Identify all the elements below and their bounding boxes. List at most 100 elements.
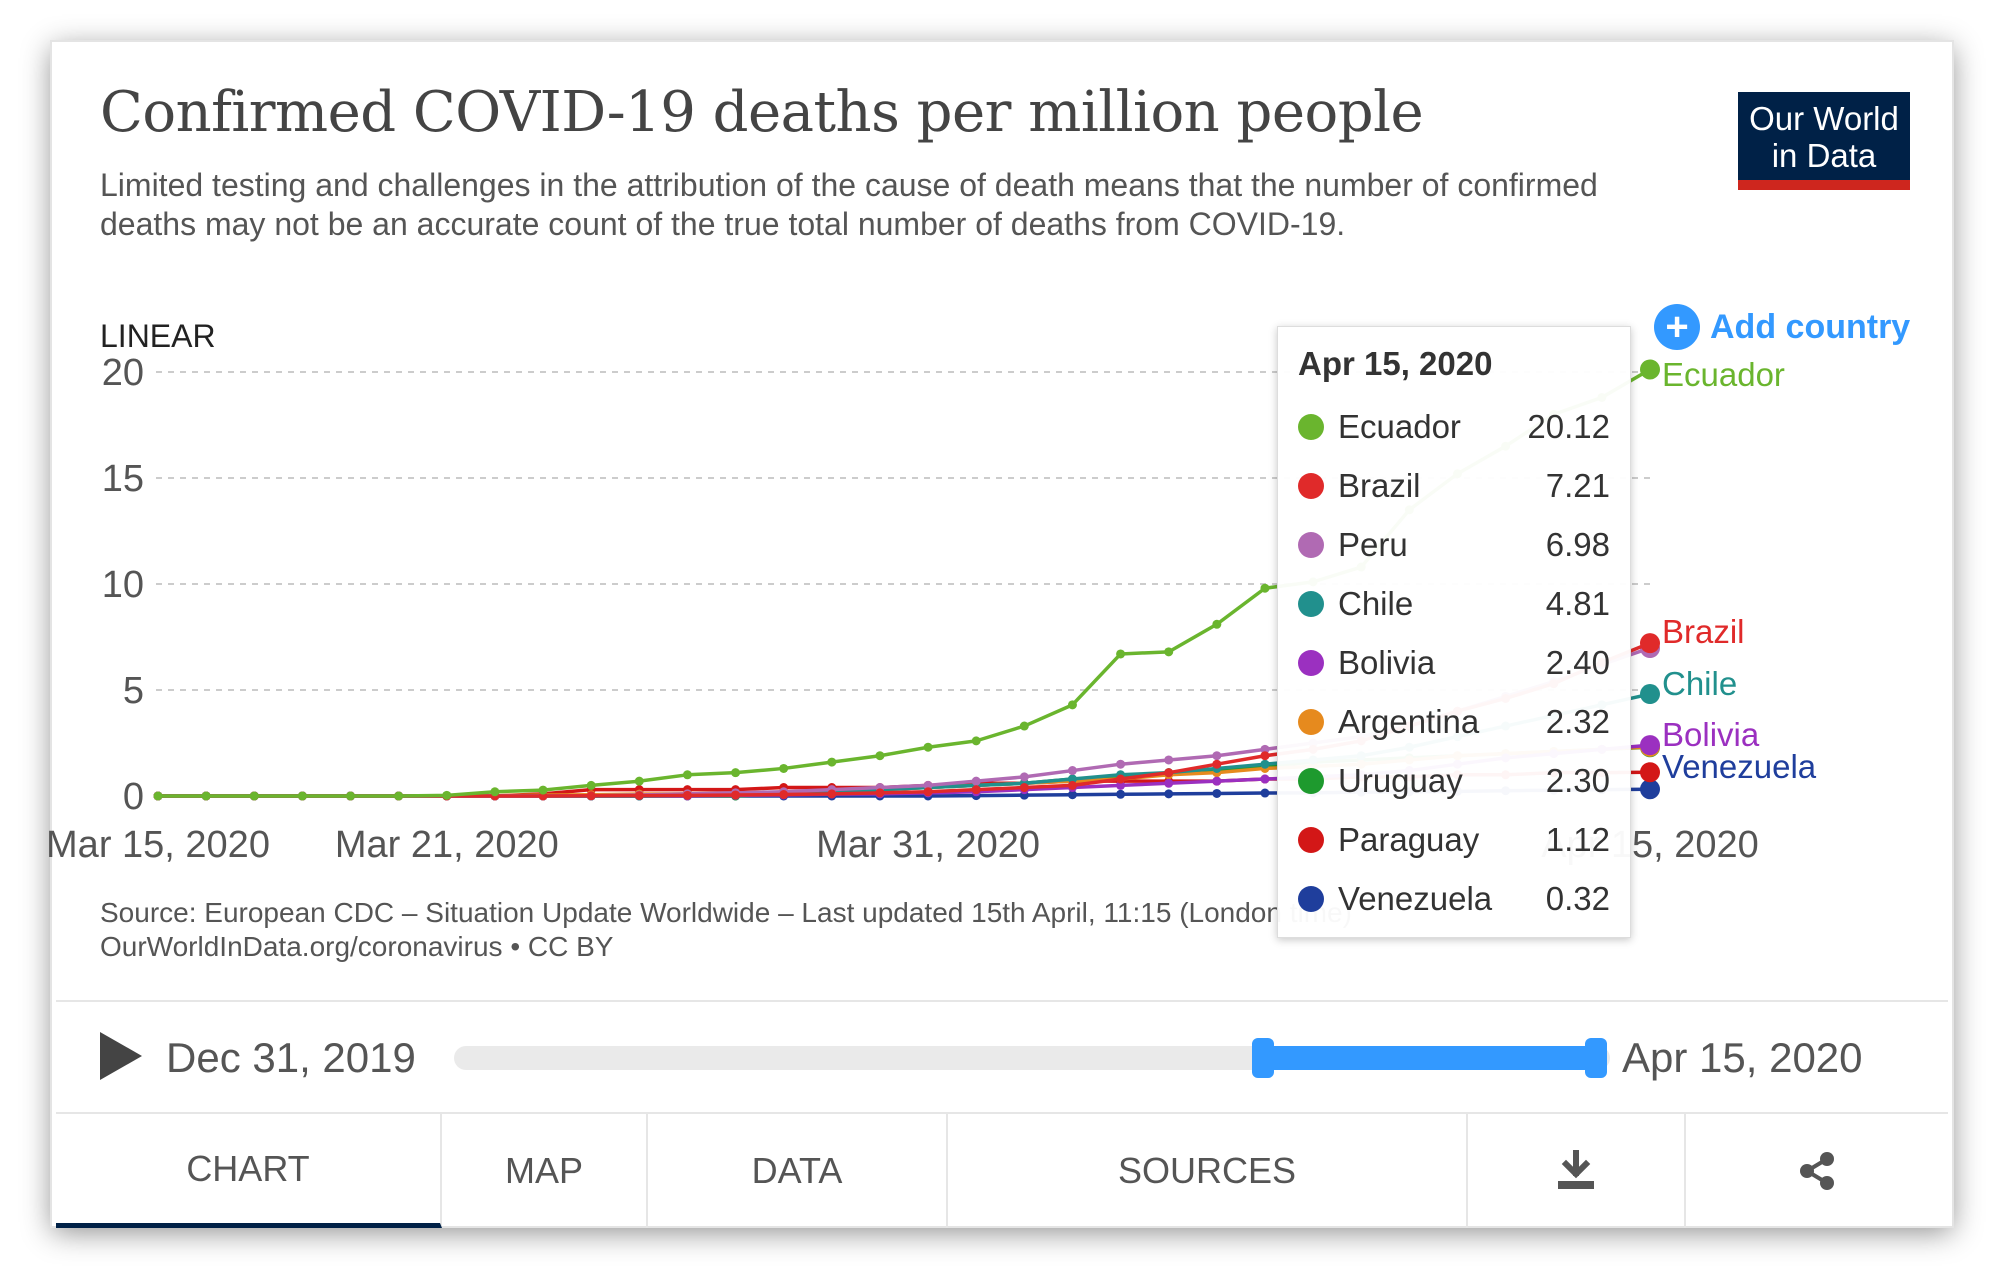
data-point[interactable] [1164, 778, 1174, 788]
data-point[interactable] [1019, 721, 1029, 731]
data-point[interactable] [201, 791, 211, 801]
data-point[interactable] [1116, 759, 1126, 769]
data-point[interactable] [971, 736, 981, 746]
tooltip-country: Brazil [1338, 466, 1421, 504]
data-point[interactable] [1164, 789, 1174, 799]
data-point[interactable] [1260, 751, 1270, 761]
tab-share[interactable] [1686, 1114, 1948, 1228]
data-point[interactable] [394, 791, 404, 801]
data-point[interactable] [731, 768, 741, 778]
data-point[interactable] [971, 776, 981, 786]
data-point[interactable] [731, 790, 741, 800]
x-tick-label: Mar 31, 2020 [816, 824, 1040, 866]
scale-toggle[interactable]: LINEAR [100, 318, 216, 354]
timeline-end-handle[interactable] [1585, 1038, 1607, 1078]
data-point[interactable] [1164, 647, 1174, 657]
data-point[interactable] [1212, 751, 1222, 761]
data-point[interactable] [923, 787, 933, 797]
source-line-2[interactable]: OurWorldInData.org/coronavirus • CC BY [100, 931, 614, 962]
data-point[interactable] [1067, 700, 1077, 710]
data-point[interactable] [1067, 780, 1077, 790]
data-point[interactable] [1212, 788, 1222, 798]
series-end-label: Chile [1662, 665, 1737, 702]
source-note: Source: European CDC – Situation Update … [100, 896, 1352, 964]
data-point[interactable] [1067, 774, 1077, 784]
tooltip-rows: Ecuador 20.12 Brazil 7.21 Peru 6.98 Chile 4.81 B… [1298, 397, 1610, 928]
data-point[interactable] [682, 770, 692, 780]
tab-data[interactable]: DATA [648, 1114, 948, 1228]
owid-logo[interactable]: Our World in Data [1738, 92, 1910, 190]
timeline-start-handle[interactable] [1252, 1038, 1274, 1078]
data-point[interactable] [1640, 684, 1660, 705]
y-tick-label: 10 [102, 564, 144, 606]
source-line-1: Source: European CDC – Situation Update … [100, 897, 1352, 928]
data-point[interactable] [153, 791, 163, 801]
tooltip-country: Paraguay [1338, 820, 1480, 858]
data-point[interactable] [1116, 649, 1126, 659]
tooltip-row: Paraguay 1.12 [1298, 810, 1610, 869]
data-point[interactable] [827, 757, 837, 767]
data-point[interactable] [1164, 755, 1174, 765]
data-point[interactable] [875, 751, 885, 761]
data-point[interactable] [1640, 735, 1660, 756]
data-point[interactable] [779, 790, 789, 800]
data-point[interactable] [1212, 776, 1222, 786]
series-end-label: Bolivia [1662, 716, 1760, 753]
tooltip-row: Brazil 7.21 [1298, 456, 1610, 515]
tab-sources[interactable]: SOURCES [948, 1114, 1468, 1228]
tab-chart[interactable]: CHART [56, 1114, 442, 1228]
tooltip-row: Ecuador 20.12 [1298, 397, 1610, 456]
data-point[interactable] [1260, 759, 1270, 769]
data-point[interactable] [1640, 779, 1660, 800]
data-point[interactable] [1640, 359, 1660, 380]
data-point[interactable] [827, 789, 837, 799]
play-icon[interactable] [100, 1032, 142, 1080]
data-point[interactable] [875, 788, 885, 798]
data-point[interactable] [1260, 788, 1270, 798]
data-point[interactable] [634, 791, 644, 801]
grid-lines [156, 371, 1650, 691]
timeline-selected-range[interactable] [1263, 1046, 1596, 1070]
y-tick-label: 20 [102, 352, 144, 394]
data-point[interactable] [1260, 774, 1270, 784]
data-point[interactable] [1212, 759, 1222, 769]
data-point[interactable] [682, 790, 692, 800]
add-country-button[interactable]: + Add country [1654, 304, 1910, 350]
data-point[interactable] [346, 791, 356, 801]
data-point[interactable] [1640, 762, 1660, 783]
add-country-label: Add country [1710, 307, 1911, 346]
data-point[interactable] [1019, 783, 1029, 793]
data-point[interactable] [442, 790, 452, 800]
tooltip-value: 2.40 [1545, 643, 1610, 681]
share-icon [1800, 1152, 1834, 1190]
data-point[interactable] [1116, 780, 1126, 790]
data-point[interactable] [923, 780, 933, 790]
logo-line-1: Our World [1749, 100, 1899, 137]
data-point[interactable] [1640, 633, 1660, 654]
data-point[interactable] [971, 785, 981, 795]
data-point[interactable] [1019, 772, 1029, 782]
data-point[interactable] [297, 791, 307, 801]
line-chart[interactable]: 0 5 10 15 20 Mar 15, 2020 Mar 21, 2020 Mar 31,… [0, 0, 2000, 1000]
data-point[interactable] [1212, 619, 1222, 629]
tooltip-value: 2.32 [1545, 702, 1610, 740]
data-point[interactable] [634, 776, 644, 786]
data-point[interactable] [249, 791, 259, 801]
data-point[interactable] [1067, 790, 1077, 800]
data-point[interactable] [1164, 768, 1174, 778]
tab-download[interactable] [1468, 1114, 1686, 1228]
data-point[interactable] [1260, 583, 1270, 593]
data-point[interactable] [1067, 766, 1077, 776]
data-point[interactable] [586, 780, 596, 790]
data-point[interactable] [586, 791, 596, 801]
tab-map[interactable]: MAP [442, 1114, 648, 1228]
data-point[interactable] [1116, 774, 1126, 784]
data-point[interactable] [923, 742, 933, 752]
x-tick-label: Mar 15, 2020 [46, 824, 270, 866]
data-point[interactable] [1260, 744, 1270, 754]
data-point[interactable] [779, 763, 789, 773]
data-point[interactable] [1116, 789, 1126, 799]
data-point[interactable] [538, 785, 548, 795]
data-point[interactable] [490, 787, 500, 797]
tooltip-row: Chile 4.81 [1298, 574, 1610, 633]
